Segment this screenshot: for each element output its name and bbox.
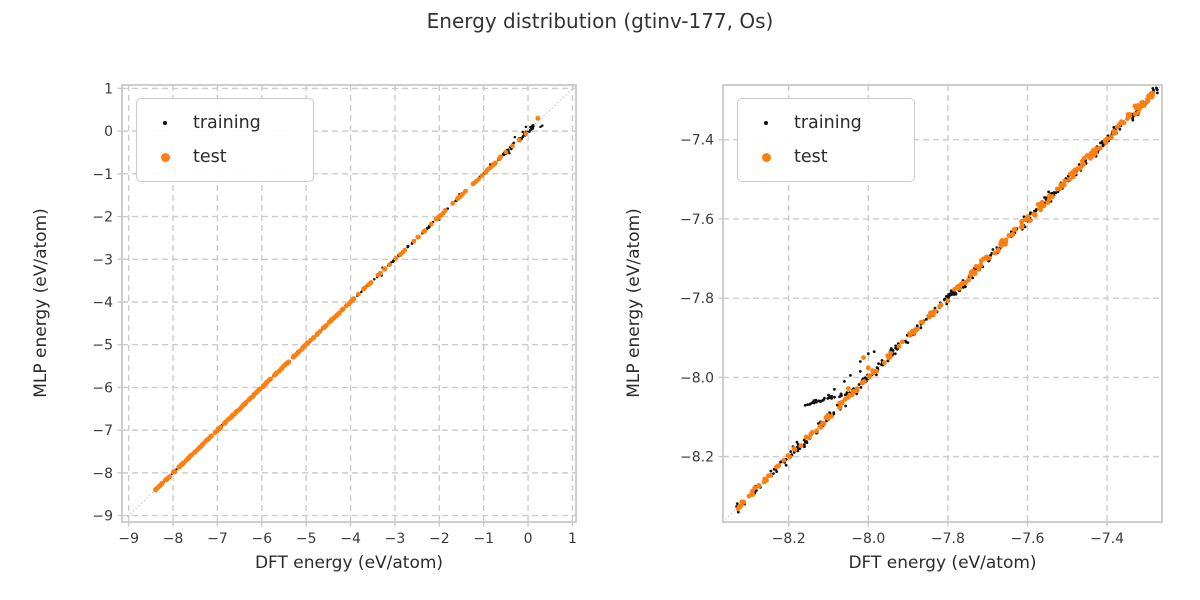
test-marker-column (137, 152, 193, 162)
test-marker-icon (160, 152, 170, 162)
svg-text:−2: −2 (429, 531, 450, 547)
legend-label-training: training (794, 113, 862, 133)
scatter-test (153, 115, 541, 493)
test-marker-icon (761, 152, 771, 162)
legend-item-test: test (137, 140, 303, 174)
svg-text:−4: −4 (340, 531, 361, 547)
left-legend: training test (136, 98, 314, 182)
svg-text:−9: −9 (92, 509, 113, 525)
svg-text:1: 1 (104, 81, 113, 97)
legend-item-training: training (137, 106, 303, 140)
legend-item-training: training (738, 106, 904, 140)
svg-text:−8: −8 (92, 466, 113, 482)
svg-text:−7.4: −7.4 (680, 133, 714, 149)
svg-text:0: 0 (104, 124, 113, 140)
test-marker-column (738, 152, 794, 162)
axes-spine (121, 84, 577, 523)
tick-marks (117, 87, 574, 527)
svg-text:−6: −6 (92, 380, 113, 396)
svg-text:−7.6: −7.6 (1010, 531, 1044, 547)
tick-labels: −8.2 −8.0 −7.8 −7.6 −7.4 −8.2 −8.0 −7.8 −7.6 −7.4 (680, 133, 1124, 547)
svg-text:−7: −7 (207, 531, 228, 547)
svg-text:−8: −8 (163, 531, 184, 547)
legend-label-training: training (193, 113, 261, 133)
right-y-axis-label: MLP energy (eV/atom) (624, 208, 644, 398)
svg-text:1: 1 (568, 531, 577, 547)
scatter-test (735, 90, 1156, 512)
svg-text:−8.2: −8.2 (680, 450, 714, 466)
svg-text:0: 0 (524, 531, 533, 547)
svg-text:−7.4: −7.4 (1090, 531, 1124, 547)
legend-label-test: test (794, 147, 828, 167)
legend-label-test: test (193, 147, 227, 167)
tick-marks (718, 138, 1108, 527)
svg-text:−2: −2 (92, 210, 113, 226)
svg-text:−9: −9 (118, 531, 139, 547)
tick-labels: −9 −8 −7 −6 −5 −4 −3 −2 −1 0 1 −9 −8 −7 −6 −5 −4 −3 −2 −1 0 1 (92, 81, 577, 547)
svg-text:−4: −4 (92, 295, 113, 311)
svg-text:−5: −5 (296, 531, 317, 547)
svg-text:−6: −6 (251, 531, 272, 547)
right-legend: training test (737, 98, 915, 182)
svg-text:−3: −3 (92, 252, 113, 268)
figure-title: Energy distribution (gtinv-177, Os) (426, 9, 774, 33)
svg-text:−1: −1 (92, 167, 113, 183)
left-y-axis-label: MLP energy (eV/atom) (31, 208, 51, 398)
axes-spine (722, 84, 1163, 523)
svg-text:−5: −5 (92, 338, 113, 354)
svg-text:−7.6: −7.6 (680, 212, 714, 228)
training-marker-column (738, 121, 794, 125)
svg-text:−8.0: −8.0 (680, 370, 714, 386)
svg-text:−8.2: −8.2 (772, 531, 806, 547)
svg-text:−7.8: −7.8 (931, 531, 965, 547)
svg-text:−3: −3 (385, 531, 406, 547)
svg-text:−7.8: −7.8 (680, 291, 714, 307)
right-plot: −8.2 −8.0 −7.8 −7.6 −7.4 −8.2 −8.0 −7.8 −7.6 −7.4… (680, 84, 1163, 547)
svg-text:−7: −7 (92, 423, 113, 439)
svg-text:−8.0: −8.0 (851, 531, 885, 547)
right-x-axis-label: DFT energy (eV/atom) (848, 553, 1037, 573)
training-marker-icon (764, 121, 768, 125)
left-plot: −9 −8 −7 −6 −5 −4 −3 −2 −1 0 1 −9 −8 −7 −6 −5 −4 −3 −2 −1 0 1… (92, 81, 577, 547)
svg-text:−1: −1 (473, 531, 494, 547)
training-marker-icon (163, 121, 167, 125)
left-x-axis-label: DFT energy (eV/atom) (254, 553, 444, 573)
legend-item-test: test (738, 140, 904, 174)
training-marker-column (137, 121, 193, 125)
